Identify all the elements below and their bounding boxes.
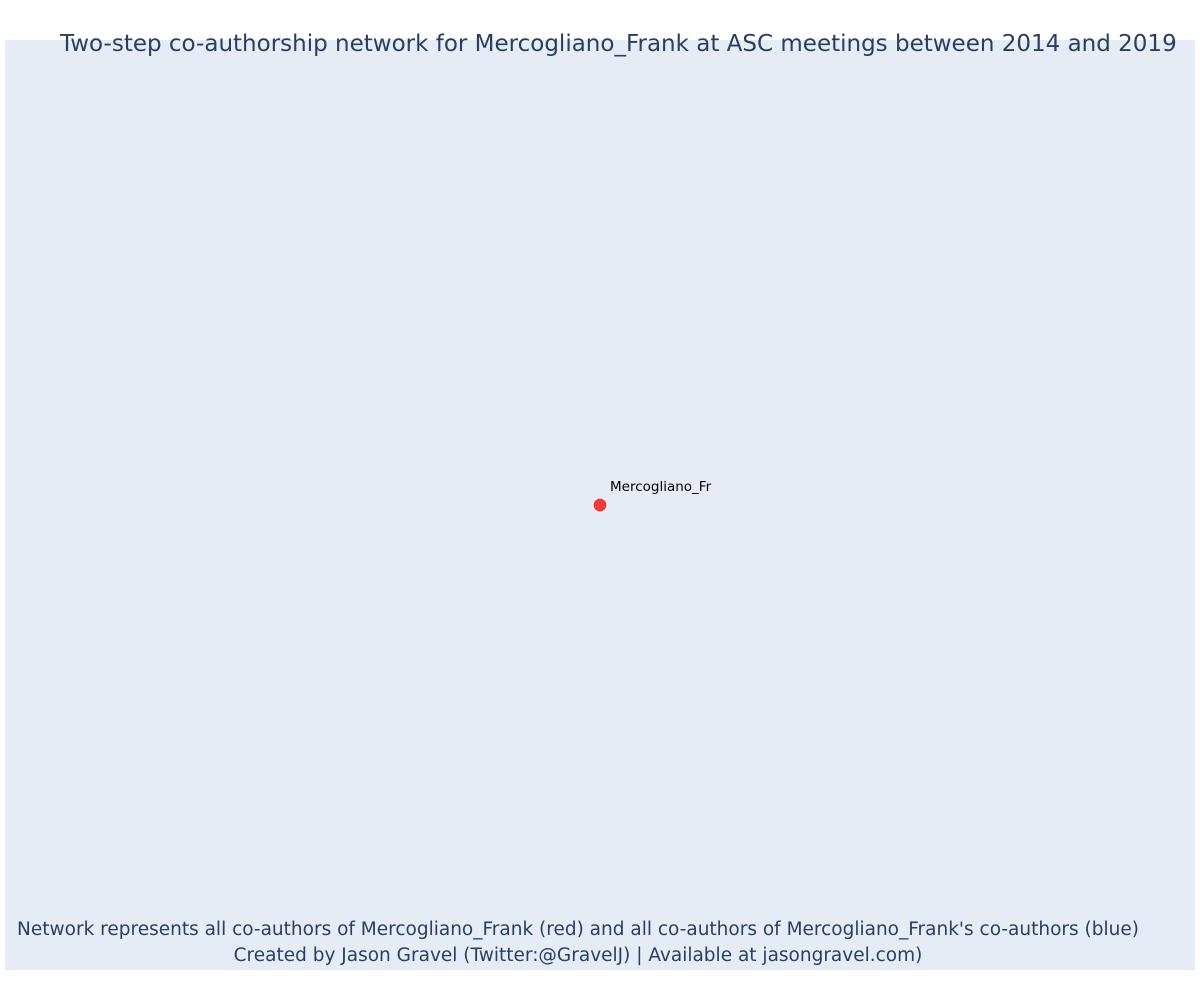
caption-credit: Created by Jason Gravel (Twitter:@Gravel… <box>233 945 923 966</box>
nodes-layer: Mercogliano_Fr <box>592 479 712 513</box>
caption-description: Network represents all co-authors of Mer… <box>17 919 1139 940</box>
node-label-mercogliano-frank: Mercogliano_Fr <box>610 479 712 495</box>
node-mercogliano-frank[interactable] <box>592 497 608 513</box>
chart-title: Two-step co-authorship network for Merco… <box>60 31 1177 57</box>
